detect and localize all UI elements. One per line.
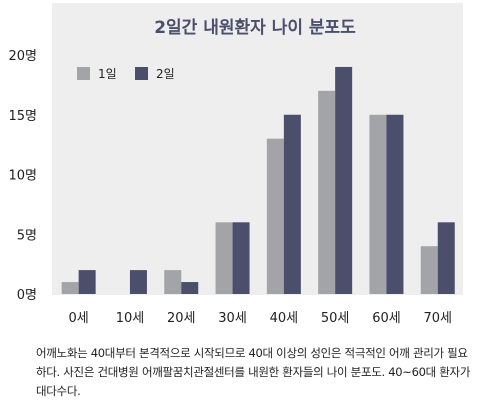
bar-2: [129, 270, 147, 294]
x-tick-label: 10세: [116, 311, 145, 326]
bar-1: [266, 138, 284, 294]
y-tick-label: 10명: [8, 169, 37, 184]
bar-1: [164, 270, 182, 294]
chart: 2일간 내원환자 나이 분포도 1일 2일 0명 5명 10명 15명 20명 0세 10세 20세…: [8, 3, 463, 326]
y-tick-label: 15명: [8, 109, 37, 124]
legend-label-2: 2일: [156, 67, 175, 81]
bar-1: [215, 222, 233, 294]
bar-1: [369, 114, 387, 294]
legend-label-1: 1일: [98, 67, 117, 81]
bar-2: [78, 270, 96, 294]
chart-title: 2일간 내원환자 나이 분포도: [154, 18, 356, 38]
y-tick-label: 20명: [8, 49, 37, 64]
x-tick-label: 50세: [321, 311, 350, 326]
y-tick-label: 0명: [17, 288, 37, 303]
x-tick-label: 40세: [270, 311, 299, 326]
bar-2: [386, 114, 404, 294]
x-tick-label: 60세: [372, 311, 401, 326]
bar-2: [283, 114, 301, 294]
bar-2: [437, 222, 455, 294]
x-tick-label: 70세: [423, 311, 452, 326]
bar-1: [318, 90, 336, 294]
x-tick-label: 20세: [167, 311, 196, 326]
bar-1: [420, 246, 438, 294]
y-tick-label: 5명: [17, 228, 37, 243]
legend-swatch-1: [77, 67, 90, 80]
x-tick-label: 0세: [69, 311, 89, 326]
legend-swatch-2: [135, 67, 148, 80]
bar-2: [181, 282, 199, 294]
bar-1: [61, 282, 79, 294]
bar-2: [232, 222, 250, 294]
chart-caption: 어깨노화는 40대부터 본격적으로 시작되므로 40대 이상의 성인은 적극적인…: [36, 346, 471, 398]
bar-2: [335, 66, 353, 294]
x-tick-label: 30세: [218, 311, 247, 326]
